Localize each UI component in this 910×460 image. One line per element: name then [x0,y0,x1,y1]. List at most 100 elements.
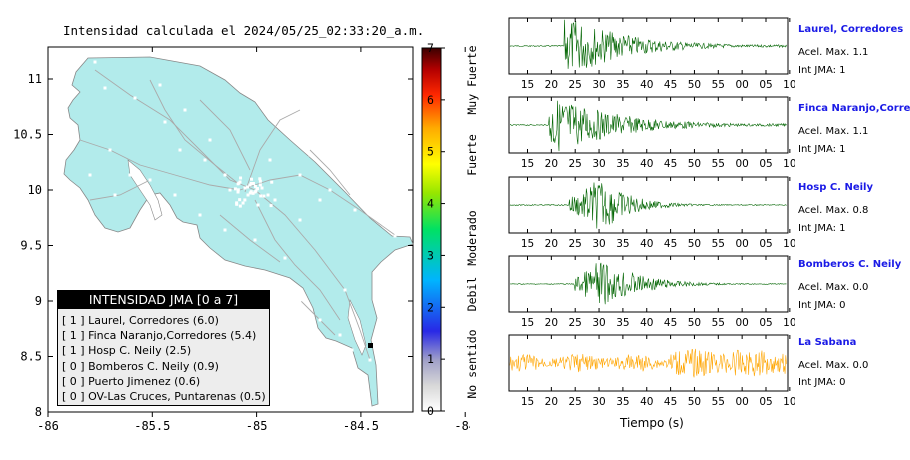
town-dot [246,185,250,189]
time-tick-label: 15 [521,396,534,408]
colorbar-tick-label: 3 [427,248,434,262]
y-tick-label: 10 [28,183,42,197]
waveform-trace [509,100,787,152]
town-dot [243,186,247,190]
station-accel: Acel. Max. 1.1 [798,47,869,58]
town-dot [256,203,260,207]
town-dot [133,96,137,100]
waveform-panel: 15 20 25 30 35 40 45 50 55 00 05 10 [508,96,795,170]
town-dot [163,120,167,124]
time-tick-label: 45 [664,396,677,408]
station-jma: Int JMA: 0 [798,377,846,388]
time-tick-label: 05 [759,158,772,170]
colorbar-ticks: 0 1 2 3 4 5 6 7 [427,41,445,418]
colorbar-tick-label: 1 [427,352,434,366]
town-dot [108,148,112,152]
station-accel: Acel. Max. 0.0 [798,360,869,371]
y-tick-label: 11 [28,72,42,86]
town-dot [269,204,273,208]
time-tick-label: 30 [592,238,605,250]
town-dot [260,186,264,190]
time-tick-label: 00 [735,79,748,91]
town-dot [328,188,332,192]
town-dot [246,193,250,197]
town-dot [233,187,237,191]
colorbar-label: No sentido [465,329,479,398]
time-tick-label: 50 [688,396,701,408]
town-dot [173,193,177,197]
time-tick-label: 35 [616,317,629,329]
colorbar-label: Muy Fuerte [465,45,479,114]
x-tick-label: -84 [454,419,470,433]
time-tick-label: 25 [569,238,582,250]
town-dot [251,191,255,195]
time-tick-label: 45 [664,79,677,91]
time-tick-label: 40 [640,79,653,91]
time-tick-label: 05 [759,396,772,408]
town-dot [248,191,252,195]
time-tick-label: 35 [616,396,629,408]
colorbar-gradient [421,47,442,412]
town-dot [298,218,302,222]
colorbar-label: Debil [465,277,479,312]
time-tick-label: 10 [783,158,795,170]
colorbar-label: Moderado [465,210,479,265]
map-title: Intensidad calculada el 2024/05/25_02:33… [63,23,425,38]
waveform-trace [509,348,787,378]
waveform-frame [508,334,789,392]
time-tick-label: 10 [783,317,795,329]
time-tick-label: 55 [712,317,725,329]
station-name: Bomberos C. Neily [798,259,902,270]
time-axis-label: Tiempo (s) [620,416,684,430]
town-dot [350,348,354,352]
time-tick-label: 20 [545,396,558,408]
town-dot [258,177,262,181]
y-tick-label: 9 [35,294,42,308]
time-tick-label: 00 [735,396,748,408]
time-tick-label: 55 [712,158,725,170]
time-tick-label: 45 [664,238,677,250]
time-tick-label: 20 [545,79,558,91]
station-jma: Int JMA: 0 [798,300,846,311]
town-dot [223,228,227,232]
town-dot [343,288,347,292]
waveform-panel: 15 20 25 30 35 40 45 50 55 00 05 10 [508,17,795,91]
legend-item: [ 1 ] Finca Naranjo,Corredores (5.4) [62,329,257,343]
time-tick-label: 05 [759,238,772,250]
time-tick-label: 45 [664,158,677,170]
town-dot [235,202,239,206]
y-tick-label: 8 [35,405,42,419]
station-name: Finca Naranjo,Corredores [798,103,910,114]
station-name: La Sabana [798,337,857,348]
town-dot [237,181,241,185]
town-dot [183,108,187,112]
town-dot [353,208,357,212]
x-tick-label: -85 [246,419,268,433]
time-tick-label: 50 [688,79,701,91]
town-dot [238,204,242,208]
legend-item: [ 0 ] OV-Las Cruces, Puntarenas (0.5) [62,390,266,404]
town-dot [113,193,117,197]
time-tick-label: 35 [616,79,629,91]
stations-marker [368,343,373,348]
time-tick-label: 55 [712,238,725,250]
map-x-axis: -86-85.5-85-84.5-84-83.5-83 [37,47,470,433]
time-tick-label: 25 [569,396,582,408]
y-tick-label: 10.5 [13,128,42,142]
x-tick-label: -85.5 [134,419,170,433]
station-jma: Int JMA: 1 [798,223,846,234]
town-dot [250,182,254,186]
town-dot [88,173,92,177]
station-jma: Int JMA: 1 [798,65,846,76]
town-dot [338,333,342,337]
time-tick-label: 30 [592,396,605,408]
legend-item: [ 1 ] Hosp C. Neily (2.5) [62,344,192,358]
town-dot [262,194,266,198]
town-dot [283,256,287,260]
time-tick-label: 15 [521,238,534,250]
town-dot [236,190,240,194]
town-dot [208,138,212,142]
time-tick-label: 50 [688,317,701,329]
waveform-trace [509,182,787,229]
town-dot [254,189,258,193]
